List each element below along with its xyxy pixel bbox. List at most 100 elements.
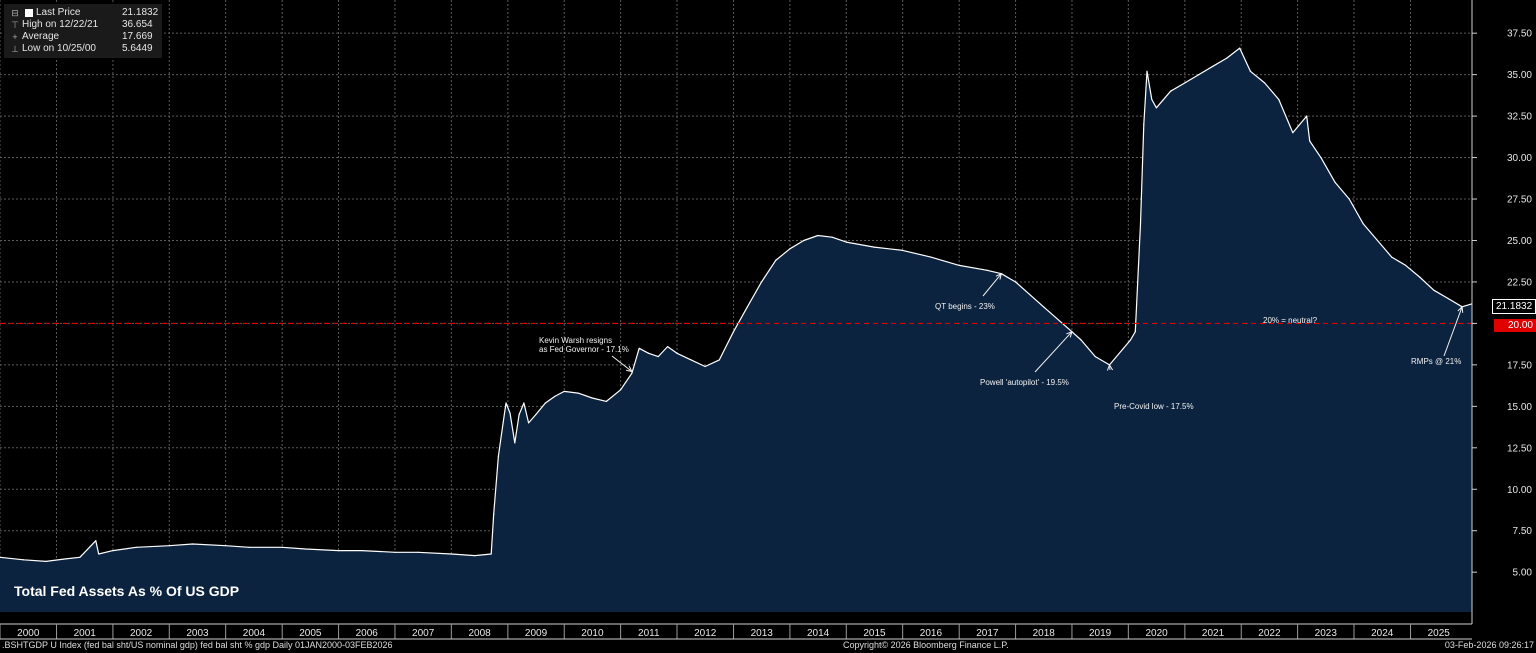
y-tick-label: 22.50	[1507, 277, 1532, 288]
x-tick-label: 2013	[751, 628, 774, 639]
data-point	[509, 412, 511, 414]
data-point	[98, 553, 100, 555]
data-point	[493, 513, 495, 515]
data-point	[168, 545, 170, 547]
data-point	[817, 234, 819, 237]
legend-label: High on 12/22/21	[22, 19, 99, 30]
data-point	[1042, 306, 1045, 308]
data-point	[135, 546, 137, 548]
x-tick-label: 2001	[74, 628, 97, 639]
data-point	[1143, 123, 1145, 125]
data-point	[1334, 181, 1336, 184]
data-point	[1278, 98, 1280, 101]
annotation-arrowhead	[1457, 305, 1464, 313]
data-point	[1447, 297, 1449, 300]
data-point	[192, 543, 194, 545]
x-tick-label: 2017	[976, 628, 999, 639]
data-point	[1433, 289, 1435, 291]
x-tick-label: 2005	[299, 628, 322, 639]
data-point	[225, 545, 227, 547]
data-point	[535, 414, 537, 416]
x-tick-label: 2010	[581, 628, 604, 639]
x-tick-label: 2020	[1145, 628, 1168, 639]
data-point	[22, 559, 25, 561]
data-point	[1405, 264, 1407, 266]
x-tick-label: 2011	[638, 628, 660, 639]
low-marker-icon: ⊥	[11, 44, 19, 54]
annotation-arrow	[1443, 306, 1463, 357]
series	[0, 47, 1473, 613]
x-tick-label: 2016	[920, 628, 943, 639]
x-tick-label: 2015	[863, 628, 886, 639]
x-tick-label: 2023	[1315, 628, 1338, 639]
data-point	[518, 414, 520, 416]
annotation-arrowhead	[1066, 330, 1073, 338]
legend-label: Last Price	[36, 7, 81, 18]
y-tick-label: 15.00	[1507, 402, 1532, 413]
data-point	[690, 359, 692, 361]
data-point	[704, 365, 706, 368]
data-point	[986, 269, 988, 271]
data-point	[1376, 239, 1379, 242]
x-axis: 2000 2001 2002 2003 2004 2005 2006 2007 2008 2009…	[0, 623, 1472, 640]
legend-last-price: ⊟ Last Price 21.1832	[8, 7, 158, 19]
data-point	[1212, 65, 1214, 67]
data-point	[0, 556, 1, 558]
annotation-arrow	[611, 355, 633, 372]
chart-title: Total Fed Assets As % Of US GDP	[14, 583, 240, 599]
data-point	[1134, 331, 1136, 333]
x-tick-label: 2000	[17, 628, 40, 639]
data-point	[620, 389, 622, 391]
data-point	[514, 442, 516, 444]
annotation-label-line2: as Fed Governor - 17.1%	[539, 345, 629, 354]
footer-copyright: Copyright© 2026 Bloomberg Finance L.P.	[843, 640, 1009, 650]
data-point	[112, 550, 114, 552]
data-point	[666, 346, 669, 348]
data-point	[337, 550, 340, 552]
data-point	[563, 390, 565, 393]
data-point	[417, 551, 419, 553]
annotation-arrowhead	[995, 272, 1003, 280]
y-tick-label: 32.50	[1507, 112, 1532, 123]
collapse-icon[interactable]: ⊟	[11, 8, 19, 18]
data-point	[638, 347, 640, 349]
data-point	[1249, 70, 1251, 72]
series-area	[0, 48, 1472, 613]
data-point	[1198, 74, 1200, 76]
annotation-label: QT begins - 23%	[935, 302, 995, 311]
y-tick-label: 27.50	[1507, 195, 1532, 206]
annotation-arrow	[1034, 331, 1073, 373]
legend: ⊟ Last Price 21.1832 ⊤ High on 12/22/21 …	[4, 4, 163, 58]
x-tick-label: 2002	[130, 628, 153, 639]
data-point	[657, 355, 659, 358]
x-tick-label: 2004	[243, 628, 266, 639]
legend-value: 21.1832	[122, 7, 159, 18]
data-point	[1146, 70, 1148, 72]
data-point	[474, 555, 476, 557]
legend-label: Average	[22, 31, 60, 42]
data-point	[394, 551, 396, 553]
y-tick-label: 30.00	[1507, 153, 1532, 164]
data-point	[1306, 115, 1308, 117]
y-tick-label: 37.50	[1507, 29, 1532, 40]
data-point	[361, 550, 363, 552]
y-tick-label: 12.50	[1507, 443, 1532, 454]
data-point	[497, 455, 500, 457]
data-point	[676, 352, 678, 354]
data-point	[1122, 347, 1125, 349]
footer-timestamp: 03-Feb-2026 09:26:17	[1444, 640, 1534, 650]
reference-value-badge: 20.00	[1494, 319, 1536, 332]
data-point	[902, 249, 904, 252]
data-point	[1320, 156, 1322, 159]
data-point	[1129, 339, 1132, 341]
data-point	[732, 331, 735, 333]
x-tick-label: 2022	[1258, 628, 1281, 639]
data-point	[647, 352, 650, 354]
legend-high: ⊤ High on 12/22/21 36.654	[8, 19, 158, 31]
data-point	[845, 241, 847, 243]
data-point	[1263, 82, 1266, 84]
data-point	[1239, 47, 1241, 49]
data-point	[523, 402, 525, 404]
